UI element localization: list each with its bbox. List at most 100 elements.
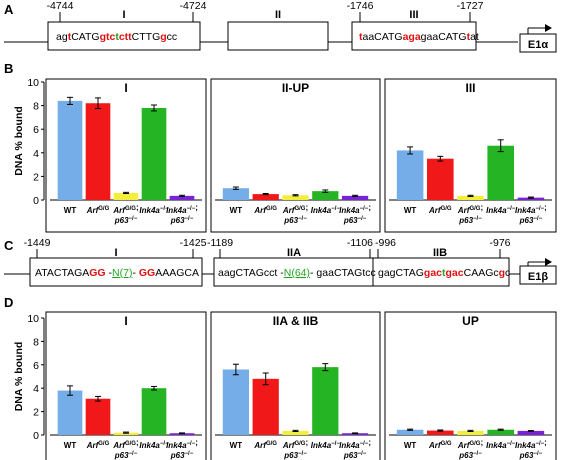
label-superscript: G/G — [125, 206, 136, 212]
label-superscript: G/G — [266, 441, 277, 447]
position-label: -4724 — [180, 0, 207, 12]
bar — [141, 388, 167, 435]
sequence-segment: - — [106, 267, 113, 279]
label-part: ; — [368, 203, 371, 212]
label-part: Arf — [86, 441, 100, 450]
gene-label-a: E1α — [528, 39, 548, 51]
label-part: ; — [305, 203, 308, 212]
y-axis-label: DNA % bound — [13, 342, 25, 412]
position-label: -996 — [375, 237, 396, 249]
sequence-segment: gaaCATG — [421, 31, 467, 43]
sequence-segment: t — [442, 267, 446, 279]
sequence-segment: cc — [167, 31, 178, 43]
label-part: Arf — [428, 206, 442, 215]
label-part: ; — [480, 203, 483, 212]
y-tick-label: 0 — [33, 195, 39, 207]
x-tick-label: Ink4a−/−; — [166, 203, 198, 215]
label-part: Ink4a — [515, 206, 536, 215]
position-label: -1727 — [457, 0, 484, 12]
label-part: Arf — [253, 441, 267, 450]
bar — [113, 192, 139, 200]
label-part: Ink4a — [311, 206, 332, 215]
x-tick-label: Ink4a−/−; — [339, 438, 371, 450]
bar — [85, 398, 111, 435]
bar — [341, 195, 369, 200]
x-tick-label: Ink4a−/− — [486, 206, 516, 215]
x-tick-label: p63−/− — [114, 451, 138, 460]
label-superscript: −/− — [298, 216, 307, 222]
label-superscript: −/− — [331, 441, 340, 447]
bar — [427, 430, 454, 435]
x-tick-label: WT — [404, 441, 417, 450]
x-tick-label: ArfG/G; — [112, 203, 138, 215]
bar — [169, 195, 195, 200]
label-part: Ink4a — [486, 206, 507, 215]
position-label: -1425 — [180, 237, 207, 249]
label-part: p63 — [458, 216, 473, 225]
x-tick-label: Ink4a−/− — [486, 441, 516, 450]
region-box-c-i — [29, 257, 203, 287]
sequence-segment: at — [470, 31, 479, 43]
label-superscript: −/− — [360, 441, 369, 447]
sequence-segment: aagCTAGcct - — [218, 267, 284, 279]
x-tick-label: Ink4a−/− — [311, 206, 341, 215]
x-tick-label: p63−/− — [519, 451, 543, 460]
subplot-title: UP — [462, 314, 479, 328]
label-part: p63 — [343, 451, 358, 460]
bar — [517, 430, 545, 435]
bar — [57, 100, 83, 200]
region-label-c-iib: IIB — [433, 247, 447, 259]
label-part: p63 — [114, 451, 129, 460]
y-tick-label: 6 — [33, 124, 39, 136]
sequence-segment: g — [499, 267, 505, 279]
label-part: Arf — [253, 206, 267, 215]
y-axis-label: DNA % bound — [13, 106, 25, 176]
label-superscript: −/− — [358, 451, 367, 457]
label-superscript: G/G — [98, 441, 109, 447]
region-box-c-iia — [213, 257, 377, 287]
x-tick-label: Ink4a−/−; — [166, 438, 198, 450]
label-superscript: G/G — [441, 441, 452, 447]
label-part: Ink4a — [486, 441, 507, 450]
subplot-title: IIA & IIB — [273, 314, 319, 328]
label-superscript: −/− — [298, 451, 307, 457]
x-tick-label: ArfG/G; — [457, 203, 483, 215]
sequence-segment: c — [505, 267, 510, 279]
label-part: p63 — [519, 451, 534, 460]
label-part: Ink4a — [339, 441, 360, 450]
position-label: -4744 — [47, 0, 74, 12]
region-label-c-iia: IIA — [287, 247, 301, 259]
sequence-a-i: agtCATGgtctcttCTTGgcc — [56, 31, 177, 43]
subplot-frame — [210, 78, 381, 233]
y-tick-label: 4 — [33, 148, 39, 160]
x-tick-label: ArfG/G — [253, 206, 277, 215]
x-tick-label: Ink4a−/− — [139, 441, 169, 450]
sequence-segment: gagCTAG — [378, 267, 424, 279]
label-superscript: −/− — [473, 216, 482, 222]
y-tick-label: 8 — [33, 336, 39, 348]
sequence-segment: aga — [403, 31, 421, 43]
tss-arrowhead-a — [545, 24, 552, 32]
label-superscript: −/− — [535, 206, 544, 212]
gene-box-a — [519, 33, 557, 53]
label-part: p63 — [114, 216, 129, 225]
x-tick-label: ArfG/G — [253, 441, 277, 450]
subplot-frame — [384, 78, 557, 233]
x-tick-label: WT — [404, 206, 417, 215]
label-superscript: −/− — [160, 441, 169, 447]
x-tick-label: Ink4a−/− — [139, 206, 169, 215]
x-tick-label: p63−/− — [343, 451, 367, 460]
x-tick-label: ArfG/G — [86, 441, 110, 450]
x-tick-label: p63−/− — [519, 216, 543, 225]
label-superscript: −/− — [160, 206, 169, 212]
label-part: Arf — [282, 441, 296, 450]
label-part: ; — [195, 203, 198, 212]
bar — [57, 390, 83, 435]
x-tick-label: p63−/− — [458, 451, 482, 460]
label-part: ; — [544, 203, 547, 212]
label-superscript: −/− — [129, 216, 138, 222]
x-tick-label: ArfG/G; — [457, 438, 483, 450]
y-tick-label: 8 — [33, 101, 39, 113]
label-part: Ink4a — [139, 206, 160, 215]
